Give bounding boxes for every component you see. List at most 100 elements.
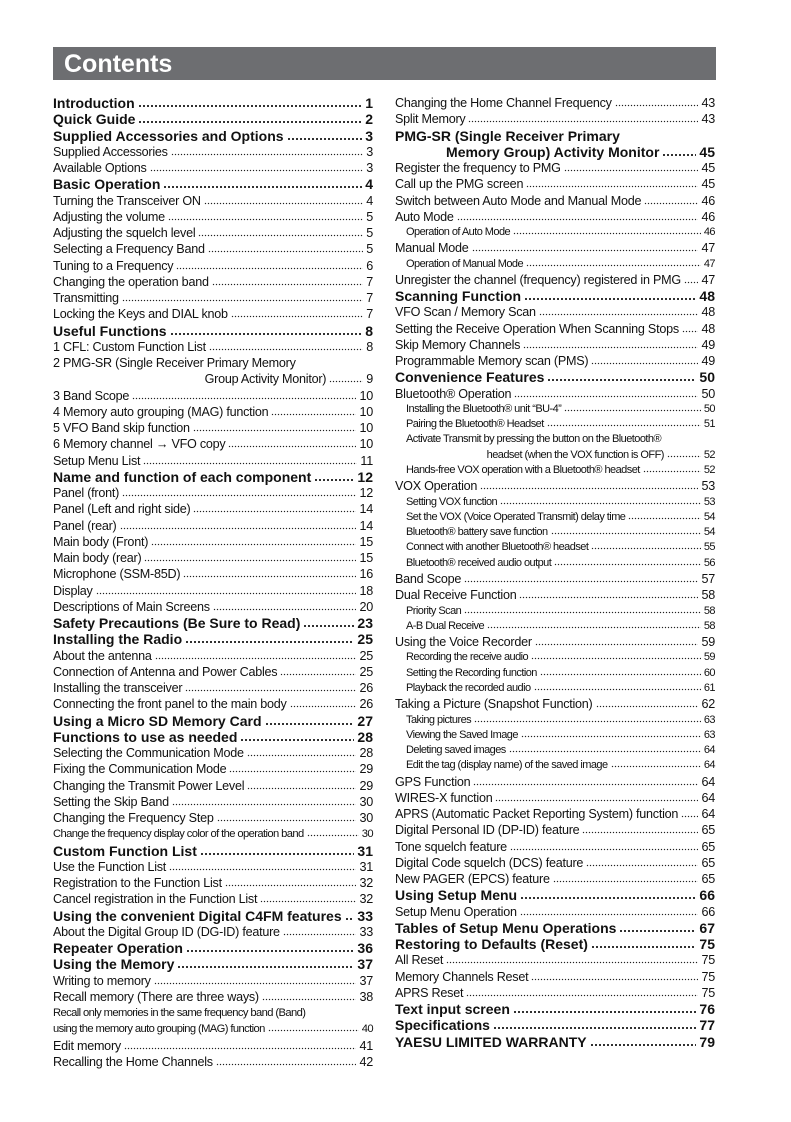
toc-entry[interactable]: Fixing the Communication Mode 29 xyxy=(53,761,373,777)
toc-entry[interactable]: Setup Menu List 11 xyxy=(53,453,373,469)
toc-section-entry[interactable]: Scanning Function 48 xyxy=(395,288,715,304)
toc-entry[interactable]: Changing the operation band 7 xyxy=(53,274,373,290)
toc-entry[interactable]: Recall only memories in the same frequen… xyxy=(53,1005,373,1021)
toc-entry[interactable]: Dual Receive Function 58 xyxy=(395,587,715,603)
toc-entry[interactable]: Programmable Memory scan (PMS) 49 xyxy=(395,353,715,369)
toc-entry[interactable]: Pairing the Bluetooth® Headset 51 xyxy=(395,417,716,432)
toc-entry[interactable]: Available Options 3 xyxy=(53,160,373,176)
toc-entry[interactable]: Switch between Auto Mode and Manual Mode… xyxy=(395,193,715,209)
toc-entry[interactable]: Setting the Skip Band 30 xyxy=(53,794,373,810)
toc-entry[interactable]: APRS Reset 75 xyxy=(395,985,715,1001)
toc-entry[interactable]: Change the frequency display color of th… xyxy=(53,826,374,842)
toc-section-entry[interactable]: Using the Memory 37 xyxy=(53,956,373,972)
toc-entry[interactable]: Digital Code squelch (DCS) feature 65 xyxy=(395,855,715,871)
toc-entry[interactable]: Main body (rear) 15 xyxy=(53,550,373,566)
toc-entry[interactable]: Memory Channels Reset 75 xyxy=(395,969,715,985)
toc-entry[interactable]: 6 Memory channel → VFO copy 10 xyxy=(53,436,373,452)
toc-entry[interactable]: Deleting saved images 64 xyxy=(395,743,716,758)
toc-entry[interactable]: 2 PMG-SR (Single Receiver Primary Memory xyxy=(53,355,373,371)
toc-section-entry[interactable]: Name and function of each component 12 xyxy=(53,469,373,485)
toc-entry[interactable]: Activate Transmit by pressing the button… xyxy=(395,432,715,447)
toc-entry[interactable]: Connection of Antenna and Power Cables 25 xyxy=(53,664,373,680)
toc-entry[interactable]: Changing the Frequency Step 30 xyxy=(53,810,373,826)
toc-entry[interactable]: Selecting the Communication Mode 28 xyxy=(53,745,373,761)
toc-entry[interactable]: Connecting the front panel to the main b… xyxy=(53,696,373,712)
toc-section-entry[interactable]: Using the convenient Digital C4FM featur… xyxy=(53,908,373,924)
toc-section-entry[interactable]: PMG-SR (Single Receiver Primary xyxy=(395,128,715,144)
toc-section-entry[interactable]: Functions to use as needed 28 xyxy=(53,729,373,745)
toc-section-entry[interactable]: Repeater Operation 36 xyxy=(53,940,373,956)
toc-entry[interactable]: Unregister the channel (frequency) regis… xyxy=(395,272,715,288)
toc-section-entry[interactable]: Restoring to Defaults (Reset) 75 xyxy=(395,936,715,952)
toc-entry[interactable]: Panel (rear) 14 xyxy=(53,518,373,534)
toc-entry[interactable]: Skip Memory Channels 49 xyxy=(395,337,715,353)
toc-entry[interactable]: Adjusting the volume 5 xyxy=(53,209,373,225)
toc-entry[interactable]: Playback the recorded audio 61 xyxy=(395,681,716,696)
toc-entry[interactable]: New PAGER (EPCS) feature 65 xyxy=(395,871,715,887)
toc-entry[interactable]: Setting the Recording function 60 xyxy=(395,665,716,681)
toc-entry[interactable]: 4 Memory auto grouping (MAG) function 10 xyxy=(53,404,373,420)
toc-entry[interactable]: Recall memory (There are three ways) 38 xyxy=(53,989,373,1005)
toc-entry[interactable]: Supplied Accessories 3 xyxy=(53,144,373,160)
toc-entry[interactable]: Adjusting the squelch level 5 xyxy=(53,225,373,241)
toc-entry[interactable]: Using the Voice Recorder 59 xyxy=(395,634,715,650)
toc-section-entry[interactable]: Installing the Radio 25 xyxy=(53,631,373,647)
toc-section-entry[interactable]: Using Setup Menu 66 xyxy=(395,887,715,903)
toc-section-entry[interactable]: Memory Group) Activity Monitor 45 xyxy=(395,144,715,160)
toc-entry[interactable]: Bluetooth® received audio output 56 xyxy=(395,555,716,571)
toc-entry[interactable]: Bluetooth® battery save function 54 xyxy=(395,525,716,540)
toc-section-entry[interactable]: Quick Guide 2 xyxy=(53,111,373,127)
toc-entry[interactable]: Setting the Receive Operation When Scann… xyxy=(395,321,715,337)
toc-section-entry[interactable]: Useful Functions 8 xyxy=(53,323,373,339)
toc-section-entry[interactable]: Custom Function List 31 xyxy=(53,843,373,859)
toc-entry[interactable]: Band Scope 57 xyxy=(395,571,715,587)
toc-entry[interactable]: Panel (front) 12 xyxy=(53,485,373,501)
toc-entry[interactable]: Recalling the Home Channels 42 xyxy=(53,1054,373,1070)
toc-section-entry[interactable]: Convenience Features 50 xyxy=(395,369,715,385)
toc-entry[interactable]: Turning the Transceiver ON 4 xyxy=(53,193,373,209)
toc-entry[interactable]: Set the VOX (Voice Operated Transmit) de… xyxy=(395,509,716,525)
toc-entry[interactable]: GPS Function 64 xyxy=(395,774,715,790)
toc-entry[interactable]: About the Digital Group ID (DG-ID) featu… xyxy=(53,924,373,940)
toc-entry[interactable]: Tone squelch feature 65 xyxy=(395,839,715,855)
toc-entry[interactable]: headset (when the VOX function is OFF) 52 xyxy=(395,447,716,463)
toc-entry[interactable]: Transmitting 7 xyxy=(53,290,373,306)
toc-entry[interactable]: VOX Operation 53 xyxy=(395,478,715,494)
toc-entry[interactable]: Changing the Transmit Power Level 29 xyxy=(53,778,373,794)
toc-entry[interactable]: Manual Mode 47 xyxy=(395,240,715,256)
toc-entry[interactable]: Display 18 xyxy=(53,583,373,599)
toc-entry[interactable]: Edit the tag (display name) of the saved… xyxy=(395,758,716,773)
toc-entry[interactable]: Split Memory 43 xyxy=(395,111,715,127)
toc-entry[interactable]: Digital Personal ID (DP-ID) feature 65 xyxy=(395,822,715,838)
toc-entry[interactable]: Installing the transceiver 26 xyxy=(53,680,373,696)
toc-entry[interactable]: Edit memory 41 xyxy=(53,1038,373,1054)
toc-entry[interactable]: Call up the PMG screen 45 xyxy=(395,176,715,192)
toc-entry[interactable]: Setting VOX function 53 xyxy=(395,494,716,510)
toc-entry[interactable]: Microphone (SSM-85D) 16 xyxy=(53,566,373,582)
toc-entry[interactable]: Writing to memory 37 xyxy=(53,973,373,989)
toc-entry[interactable]: Tuning to a Frequency 6 xyxy=(53,258,373,274)
toc-section-entry[interactable]: Basic Operation 4 xyxy=(53,176,373,192)
toc-entry[interactable]: Descriptions of Main Screens 20 xyxy=(53,599,373,615)
toc-entry[interactable]: All Reset 75 xyxy=(395,952,715,968)
toc-entry[interactable]: Auto Mode 46 xyxy=(395,209,715,225)
toc-entry[interactable]: Changing the Home Channel Frequency 43 xyxy=(395,95,715,111)
toc-entry[interactable]: Use the Function List 31 xyxy=(53,859,373,875)
toc-entry[interactable]: Taking pictures 63 xyxy=(395,712,716,728)
toc-section-entry[interactable]: Using a Micro SD Memory Card 27 xyxy=(53,713,373,729)
toc-entry[interactable]: 1 CFL: Custom Function List 8 xyxy=(53,339,373,355)
toc-section-entry[interactable]: YAESU LIMITED WARRANTY 79 xyxy=(395,1034,715,1050)
toc-entry[interactable]: Bluetooth® Operation 50 xyxy=(395,386,715,402)
toc-entry[interactable]: Viewing the Saved Image 63 xyxy=(395,727,716,743)
toc-section-entry[interactable]: Specifications 77 xyxy=(395,1017,715,1033)
toc-entry[interactable]: Connect with another Bluetooth® headset 5… xyxy=(395,540,716,555)
toc-entry[interactable]: 5 VFO Band skip function 10 xyxy=(53,420,373,436)
toc-entry[interactable]: Register the frequency to PMG 45 xyxy=(395,160,715,176)
toc-entry[interactable]: Group Activity Monitor) 9 xyxy=(53,371,374,387)
toc-section-entry[interactable]: Text input screen 76 xyxy=(395,1001,715,1017)
toc-entry[interactable]: Registration to the Function List 32 xyxy=(53,875,373,891)
toc-entry[interactable]: Operation of Auto Mode 46 xyxy=(395,225,716,240)
toc-entry[interactable]: using the memory auto grouping (MAG) fun… xyxy=(53,1021,374,1037)
toc-entry[interactable]: Hands-free VOX operation with a Bluetoot… xyxy=(395,463,716,478)
toc-entry[interactable]: Panel (Left and right side) 14 xyxy=(53,501,373,517)
